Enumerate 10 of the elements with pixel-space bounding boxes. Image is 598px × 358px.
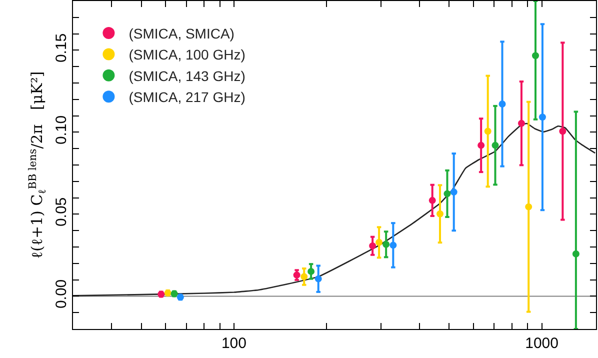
y-tick-label: 0.15 — [52, 33, 70, 63]
legend-label: (SMICA, 143 GHz) — [128, 68, 246, 84]
legend-label: (SMICA, 217 GHz) — [128, 89, 246, 106]
y-tick-label: 0.00 — [52, 279, 70, 309]
y-tick-label: 0.05 — [52, 197, 70, 227]
x-tick-label: 100 — [221, 335, 246, 352]
y-tick-label: 0.10 — [52, 115, 70, 145]
legend-label: (SMICA, SMICA) — [128, 25, 234, 42]
legend-label: (SMICA, 100 GHz) — [128, 46, 246, 63]
x-tick-label: 1000 — [525, 335, 558, 352]
